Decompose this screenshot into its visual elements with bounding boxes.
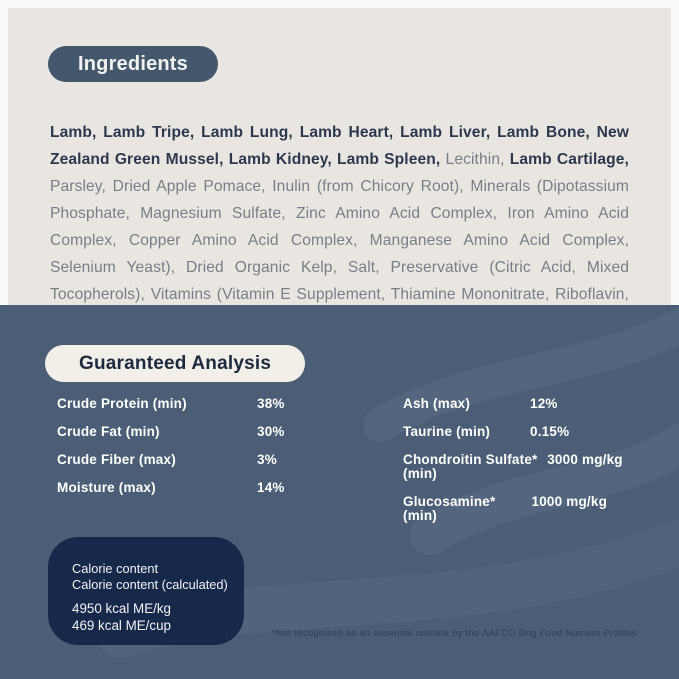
table-row: Taurine (min) 0.15% bbox=[403, 425, 635, 439]
calorie-content-title: Calorie content bbox=[72, 561, 159, 576]
nutrient-label: Crude Fat (min) bbox=[57, 424, 160, 439]
guaranteed-analysis-heading: Guaranteed Analysis bbox=[45, 345, 306, 382]
table-row: Crude Protein (min) 38% bbox=[57, 397, 357, 411]
ingredients-heading: Ingredients bbox=[48, 46, 218, 82]
nutrient-value: 0.15% bbox=[530, 424, 570, 439]
ingredients-segment-cartilage: Lamb Cartilage, bbox=[509, 150, 629, 168]
nutrient-label: Chondroitin Sulfate* (min) bbox=[403, 452, 538, 481]
calorie-values: 4950 kcal ME/kg 469 kcal ME/cup bbox=[72, 600, 244, 634]
calorie-value-per-cup: 469 kcal ME/cup bbox=[72, 618, 171, 633]
ingredients-list: Lamb, Lamb Tripe, Lamb Lung, Lamb Heart,… bbox=[50, 119, 629, 335]
calorie-value-per-kg: 4950 kcal ME/kg bbox=[72, 601, 171, 616]
nutrient-label: Glucosamine* (min) bbox=[403, 494, 496, 523]
nutrient-value: 14% bbox=[257, 480, 285, 495]
nutrient-label: Taurine (min) bbox=[403, 424, 491, 439]
calorie-content-card: Calorie content Calorie content (calcula… bbox=[48, 537, 244, 645]
nutrient-value: 3% bbox=[257, 452, 277, 467]
guaranteed-analysis-section: Guaranteed Analysis Crude Protein (min) … bbox=[0, 305, 679, 679]
nutrient-value: 30% bbox=[257, 424, 285, 439]
ingredients-section: Ingredients Lamb, Lamb Tripe, Lamb Lung,… bbox=[8, 8, 671, 330]
table-row: Chondroitin Sulfate* (min) 3000 mg/kg bbox=[403, 453, 635, 481]
nutrient-value: 1000 mg/kg bbox=[531, 494, 608, 509]
table-row: Moisture (max) 14% bbox=[57, 481, 357, 495]
nutrient-label: Crude Fiber (max) bbox=[57, 452, 176, 467]
nutrient-value: 38% bbox=[257, 396, 285, 411]
table-row: Ash (max) 12% bbox=[403, 397, 635, 411]
aafco-footnote: *Not recognized as an essential nutrient… bbox=[271, 628, 637, 639]
table-row: Crude Fat (min) 30% bbox=[57, 425, 357, 439]
analysis-column-left: Crude Protein (min) 38% Crude Fat (min) … bbox=[57, 397, 357, 523]
nutrient-label: Ash (max) bbox=[403, 396, 471, 411]
calorie-content-subtitle: Calorie content (calculated) bbox=[72, 577, 228, 592]
nutrient-value: 3000 mg/kg bbox=[547, 452, 623, 467]
nutrient-label: Moisture (max) bbox=[57, 480, 156, 495]
table-row: Crude Fiber (max) 3% bbox=[57, 453, 357, 467]
nutrient-label: Crude Protein (min) bbox=[57, 396, 187, 411]
table-row: Glucosamine* (min) 1000 mg/kg bbox=[403, 495, 635, 523]
guaranteed-analysis-table: Crude Protein (min) 38% Crude Fat (min) … bbox=[57, 397, 635, 523]
nutrient-value: 12% bbox=[530, 396, 558, 411]
analysis-column-right: Ash (max) 12% Taurine (min) 0.15% Chondr… bbox=[403, 397, 635, 523]
ingredients-segment-lecithin: Lecithin, bbox=[445, 150, 510, 168]
ingredients-segment-primary: Lamb, Lamb Tripe, Lamb Lung, Lamb Heart,… bbox=[50, 123, 629, 168]
